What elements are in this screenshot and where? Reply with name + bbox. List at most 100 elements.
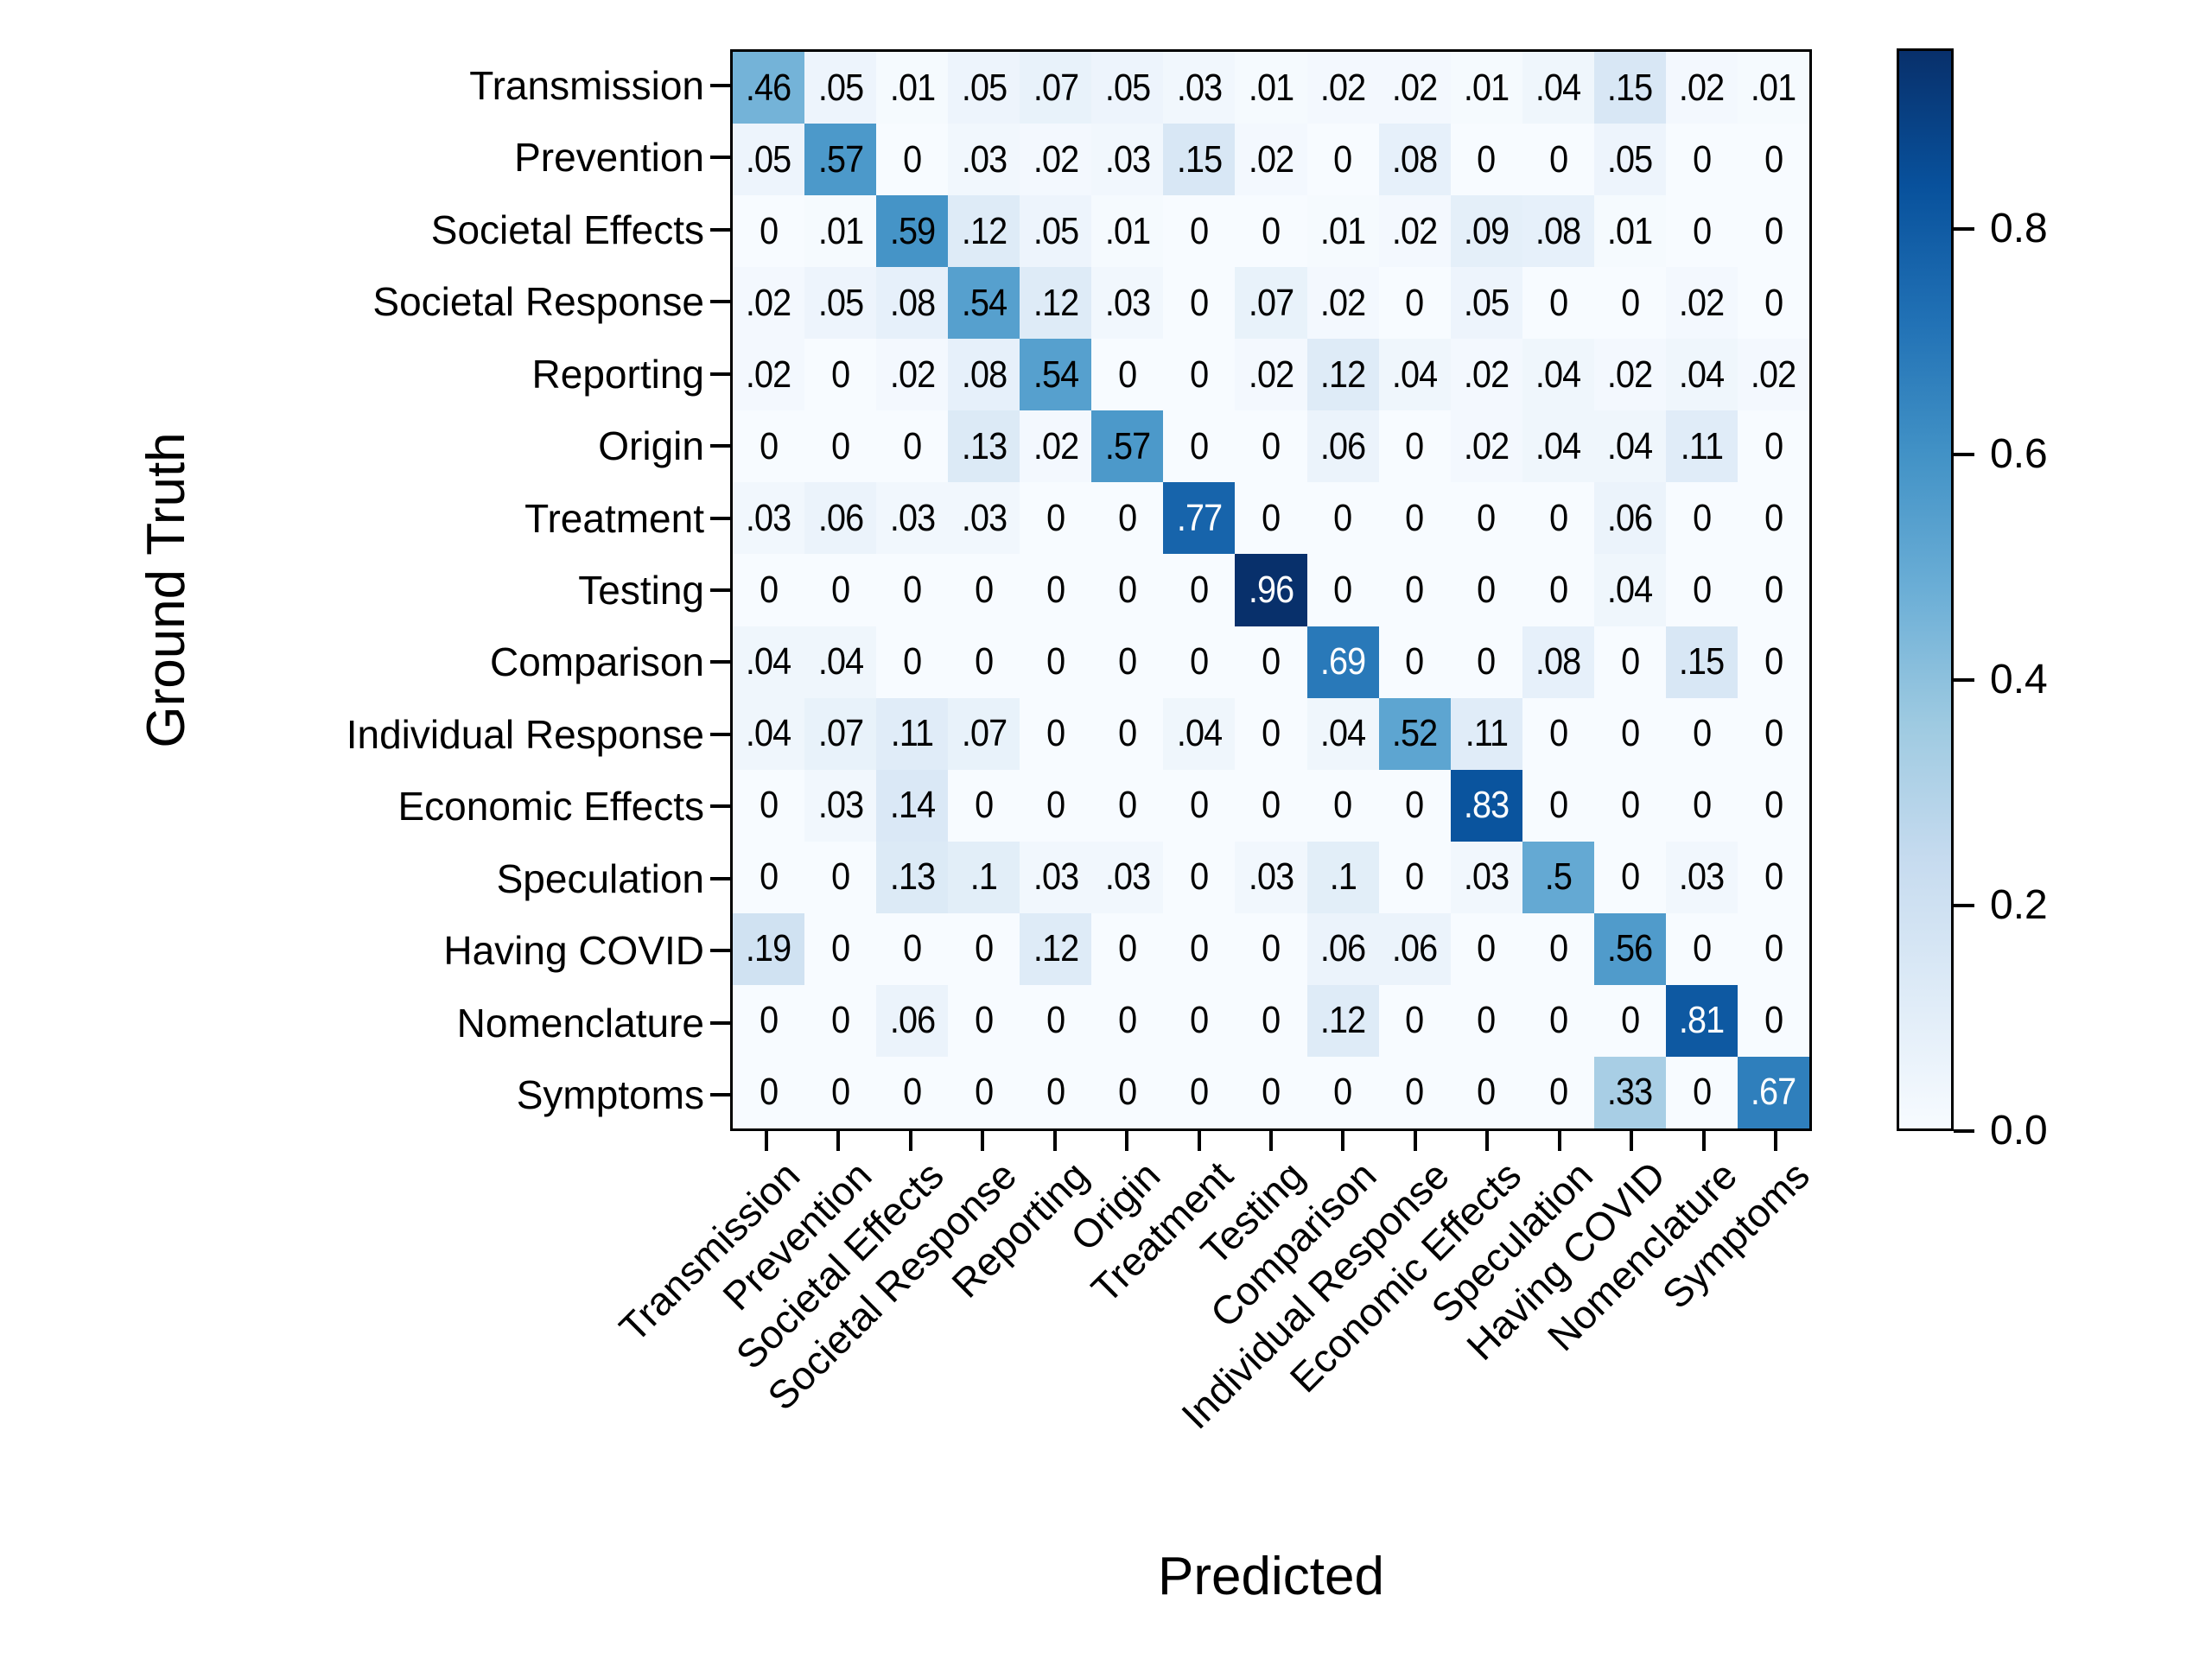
heatmap-cell: .83: [1450, 769, 1522, 842]
cell-value: 0: [1477, 1071, 1497, 1114]
colorbar-tick-label: 0.8: [1990, 205, 2048, 251]
cell-value: .02: [1464, 424, 1510, 467]
colorbar-tick-label: 0.4: [1990, 656, 2048, 702]
cell-value: 0: [1477, 137, 1497, 181]
heatmap-cell: .08: [876, 267, 949, 340]
heatmap-cell: .05: [1450, 267, 1522, 340]
y-tick-label: Speculation: [496, 855, 704, 901]
cell-value: 0: [1405, 496, 1425, 539]
y-tick-label: Prevention: [514, 135, 704, 181]
heatmap-cell: .05: [1593, 124, 1666, 196]
cell-value: 0: [831, 1071, 850, 1114]
heatmap-cell: .12: [1020, 267, 1092, 340]
cell-value: 0: [1620, 281, 1640, 324]
y-tick-mark: [710, 444, 730, 448]
heatmap-cell: 0: [733, 1056, 805, 1128]
cell-value: 0: [1692, 496, 1712, 539]
heatmap-cell: .15: [1665, 626, 1738, 698]
cell-value: .02: [1391, 209, 1438, 252]
heatmap-cell: .11: [1665, 410, 1738, 483]
heatmap-cell: 0: [804, 554, 877, 626]
cell-value: 0: [1046, 999, 1065, 1042]
heatmap-cell: 0: [733, 195, 805, 268]
y-tick-label: Comparison: [490, 639, 704, 685]
heatmap-cell: .07: [804, 697, 877, 770]
cell-value: 0: [903, 568, 922, 611]
heatmap-cell: 0: [876, 410, 949, 483]
cell-value: .02: [889, 353, 935, 396]
heatmap-cell: 0: [1522, 769, 1594, 842]
cell-value: .07: [961, 712, 1007, 755]
cell-value: 0: [1692, 137, 1712, 181]
heatmap-cell: .13: [876, 841, 949, 913]
cell-value: .06: [817, 496, 863, 539]
heatmap-cell: .02: [1665, 267, 1738, 340]
cell-value: 0: [1764, 784, 1783, 827]
heatmap-cell: 0: [1378, 267, 1451, 340]
x-axis-title: Predicted: [1158, 1547, 1384, 1606]
heatmap-cell: 0: [876, 124, 949, 196]
heatmap-cell: 0: [804, 339, 877, 411]
cell-value: 0: [1118, 712, 1137, 755]
cell-value: 0: [1692, 1071, 1712, 1114]
heatmap-cell: 0: [1306, 124, 1379, 196]
cell-value: 0: [1190, 281, 1209, 324]
heatmap-cell: .1: [1306, 841, 1379, 913]
cell-value: .06: [1607, 496, 1653, 539]
heatmap-cell: .04: [1665, 339, 1738, 411]
heatmap-cell: .04: [1593, 410, 1666, 483]
heatmap-cell: 0: [1737, 267, 1809, 340]
cell-value: .08: [1391, 137, 1438, 181]
heatmap-cell: .05: [804, 267, 877, 340]
y-tick-mark: [710, 372, 730, 376]
heatmap-cell: 0: [876, 1056, 949, 1128]
heatmap-cell: 0: [1091, 769, 1164, 842]
heatmap-cell: 0: [1450, 984, 1522, 1057]
cell-value: .05: [817, 281, 863, 324]
cell-value: 0: [1548, 712, 1568, 755]
heatmap-cell: .15: [1163, 124, 1236, 196]
cell-value: .02: [1248, 137, 1294, 181]
cell-value: 0: [1764, 568, 1783, 611]
x-tick-mark: [1052, 1131, 1057, 1151]
cell-value: 0: [1620, 712, 1640, 755]
cell-value: 0: [903, 424, 922, 467]
heatmap-cell: 0: [948, 554, 1020, 626]
heatmap-cell: .05: [1020, 195, 1092, 268]
cell-value: .02: [1391, 66, 1438, 109]
cell-value: 0: [1333, 137, 1352, 181]
y-tick-label: Nomenclature: [456, 1000, 704, 1046]
y-tick-mark: [710, 156, 730, 160]
heatmap-cell: 0: [1522, 912, 1594, 985]
heatmap-cell: 0: [1378, 1056, 1451, 1128]
heatmap-cell: 0: [1163, 626, 1236, 698]
heatmap-cell: .04: [733, 697, 805, 770]
heatmap-cell: 0: [1163, 912, 1236, 985]
cell-value: 0: [1405, 784, 1425, 827]
colorbar-tick-label: 0.6: [1990, 430, 2048, 477]
heatmap-cell: 0: [1163, 195, 1236, 268]
heatmap-cell: .02: [1306, 267, 1379, 340]
cell-value: 0: [1333, 784, 1352, 827]
cell-value: 0: [1046, 496, 1065, 539]
cell-value: .03: [746, 496, 791, 539]
heatmap-cell: 0: [1737, 195, 1809, 268]
heatmap-cell: 0: [1235, 1056, 1307, 1128]
cell-value: 0: [975, 927, 994, 970]
y-tick-label: Societal Effects: [430, 207, 704, 252]
x-tick-mark: [1774, 1131, 1778, 1151]
cell-value: 0: [975, 999, 994, 1042]
cell-value: 0: [1477, 640, 1497, 683]
heatmap-cell: 0: [948, 984, 1020, 1057]
heatmap-cell: .03: [1665, 841, 1738, 913]
heatmap-cell: 0: [1163, 339, 1236, 411]
cell-value: 0: [1764, 712, 1783, 755]
heatmap-cell: .19: [733, 912, 805, 985]
cell-value: 0: [1548, 496, 1568, 539]
cell-value: .06: [1391, 927, 1438, 970]
heatmap-cell: 0: [733, 984, 805, 1057]
cell-value: 0: [1118, 353, 1137, 396]
heatmap-cell: .03: [876, 482, 949, 555]
cell-value: 0: [1620, 640, 1640, 683]
